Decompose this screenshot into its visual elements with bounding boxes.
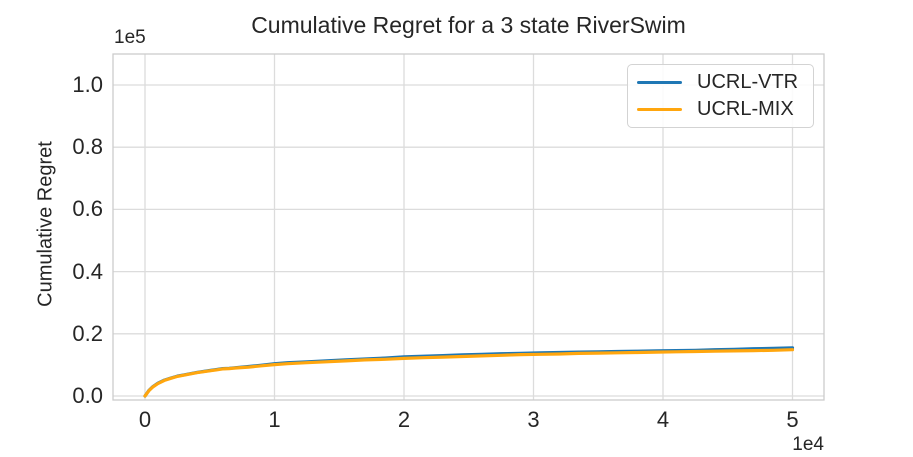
axes-frame [112, 53, 825, 401]
x-tick-label: 1 [268, 407, 281, 432]
x-tick-label: 2 [397, 407, 411, 432]
legend-line-swatch-blue [637, 80, 682, 85]
x-tick-label: 3 [527, 407, 540, 432]
series-line-ucrl-mix [143, 348, 795, 398]
y-tick-label: 0.4 [72, 258, 103, 284]
legend-line-swatch-orange [637, 107, 682, 112]
y-axis-offset-label: 1e5 [114, 27, 146, 48]
chart-title: Cumulative Regret for a 3 state RiverSwi… [251, 12, 686, 38]
legend-item-ucrl-mix: UCRL-MIX [637, 98, 813, 121]
y-tick-label: 0.2 [72, 320, 103, 346]
legend-label-ucrl-vtr: UCRL-VTR [697, 71, 799, 93]
x-tick-label: 0 [138, 407, 152, 432]
legend-item-ucrl-vtr: UCRL-VTR [637, 71, 813, 94]
y-tick-label: 0.6 [72, 196, 103, 222]
y-tick-label: 1.0 [72, 72, 103, 97]
y-tick-label: 0.0 [72, 383, 103, 408]
x-tick-label: 4 [656, 407, 670, 432]
y-tick-label: 0.8 [72, 134, 103, 160]
legend: UCRL-VTR UCRL-MIX [627, 64, 814, 128]
legend-label-ucrl-mix: UCRL-MIX [697, 98, 794, 120]
x-tick-label: 5 [786, 407, 799, 432]
x-axis-offset-label: 1e4 [792, 434, 824, 455]
